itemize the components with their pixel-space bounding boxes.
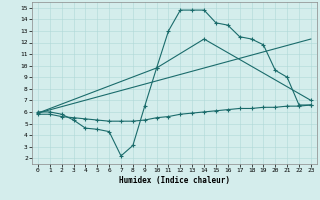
- X-axis label: Humidex (Indice chaleur): Humidex (Indice chaleur): [119, 176, 230, 185]
